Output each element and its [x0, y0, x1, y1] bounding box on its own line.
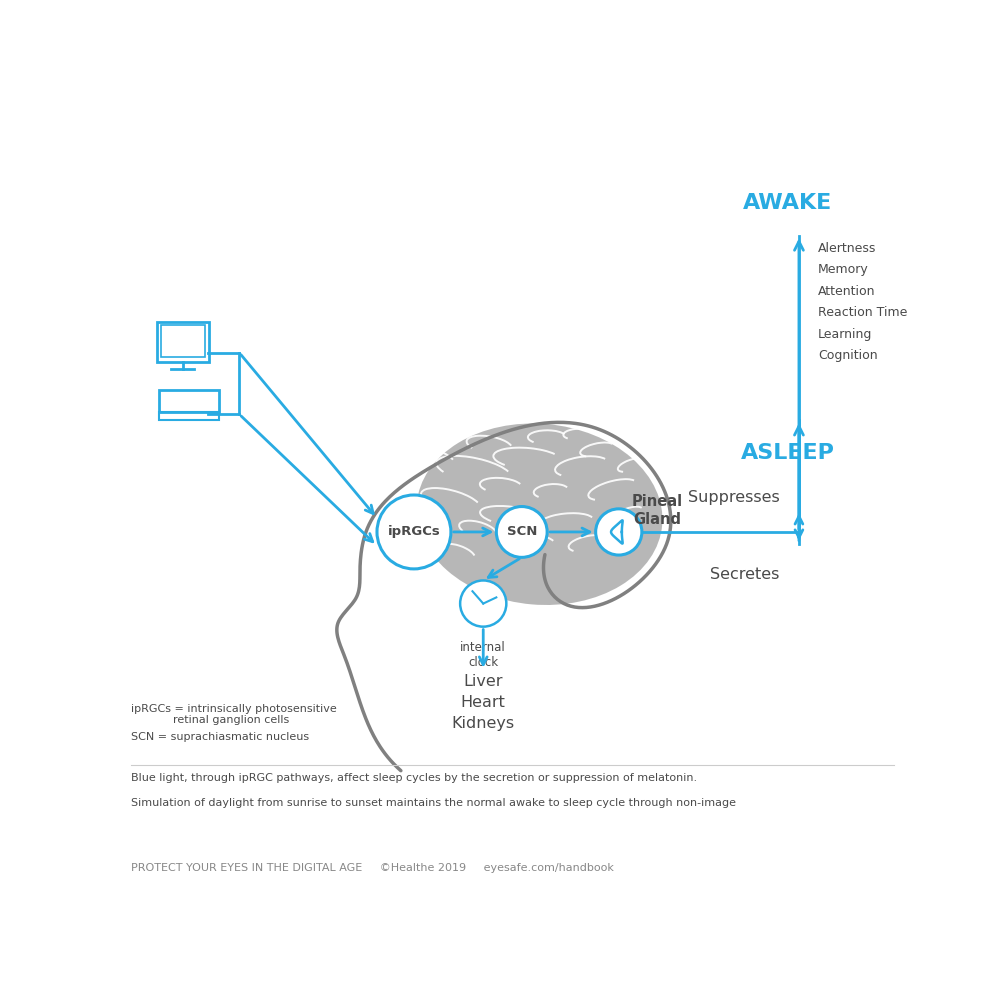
Text: AWAKE: AWAKE [743, 193, 832, 213]
Text: ipRGCs = intrinsically photosensitive
            retinal ganglion cells: ipRGCs = intrinsically photosensitive re… [131, 704, 337, 725]
Text: Alertness: Alertness [818, 242, 877, 255]
Text: ASLEEP: ASLEEP [740, 443, 834, 463]
Text: PROTECT YOUR EYES IN THE DIGITAL AGE     ©Healthe 2019     eyesafe.com/handbook: PROTECT YOUR EYES IN THE DIGITAL AGE ©He… [131, 863, 614, 873]
Text: SCN = suprachiasmatic nucleus: SCN = suprachiasmatic nucleus [131, 732, 309, 742]
Text: Suppresses: Suppresses [688, 490, 780, 505]
Text: internal
clock: internal clock [460, 641, 506, 669]
Text: Secretes: Secretes [710, 567, 780, 582]
Circle shape [596, 509, 642, 555]
Text: Blue light, through ipRGC pathways, affect sleep cycles by the secretion or supp: Blue light, through ipRGC pathways, affe… [131, 773, 697, 783]
Circle shape [460, 580, 506, 627]
Circle shape [496, 507, 547, 557]
Ellipse shape [416, 423, 662, 605]
Text: Pineal
Gland: Pineal Gland [632, 494, 683, 527]
Text: SCN: SCN [507, 525, 537, 538]
Text: Liver
Heart
Kidneys: Liver Heart Kidneys [452, 674, 515, 731]
Text: Reaction Time: Reaction Time [818, 306, 908, 319]
Circle shape [377, 495, 451, 569]
Text: Learning: Learning [818, 328, 873, 341]
Text: Attention: Attention [818, 285, 876, 298]
Text: Memory: Memory [818, 263, 869, 276]
Text: ipRGCs: ipRGCs [388, 525, 440, 538]
Text: Simulation of daylight from sunrise to sunset maintains the normal awake to slee: Simulation of daylight from sunrise to s… [131, 798, 736, 808]
Text: Cognition: Cognition [818, 349, 878, 362]
